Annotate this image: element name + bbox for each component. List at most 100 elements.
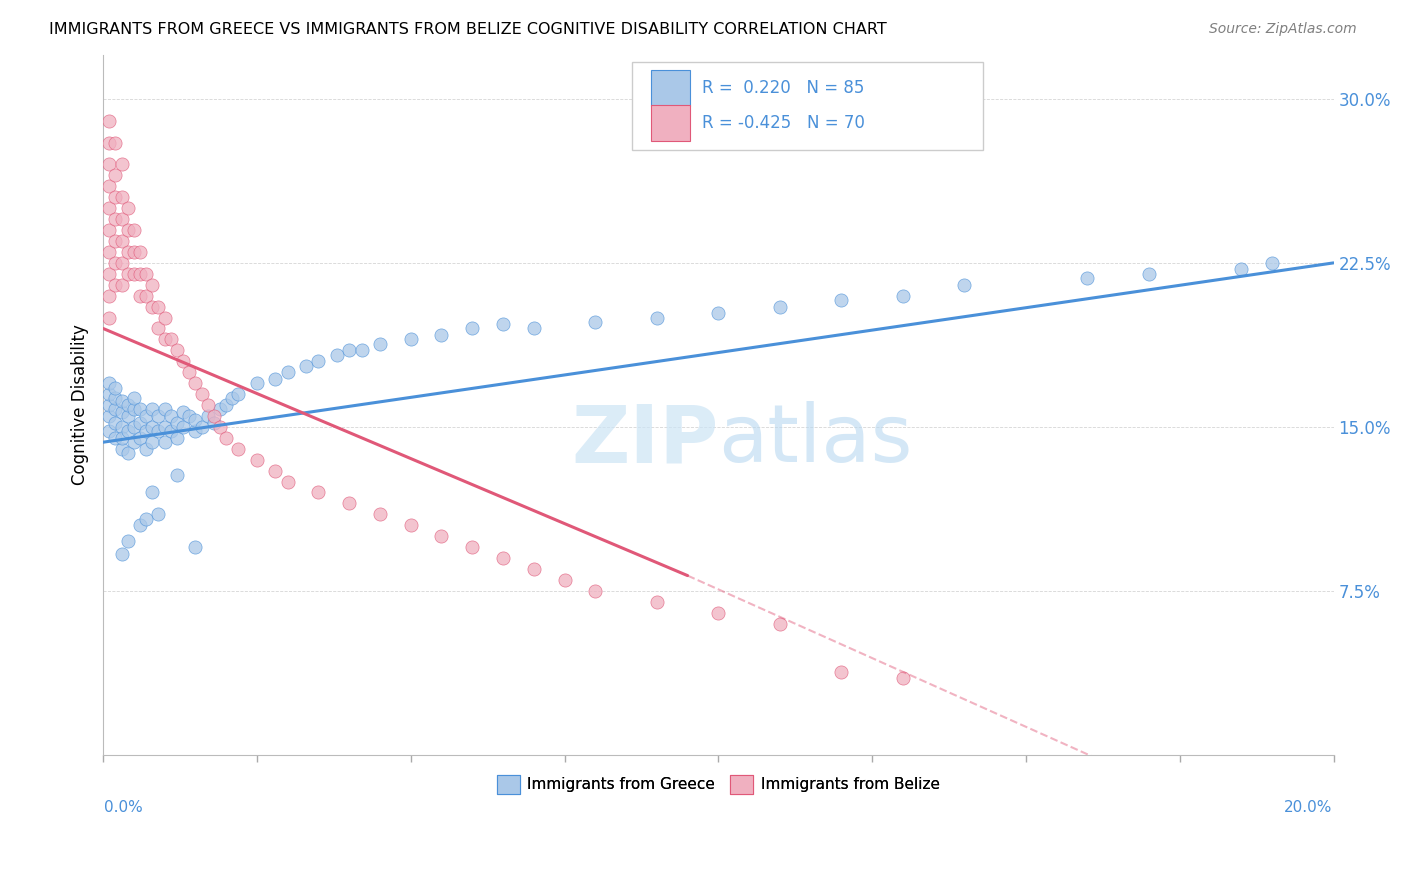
Point: [246, 376, 269, 391]
Point: [399, 518, 422, 533]
Point: [166, 343, 188, 358]
Point: [368, 508, 391, 522]
Point: [246, 452, 269, 467]
Point: [277, 365, 299, 379]
Point: [172, 420, 194, 434]
Point: [166, 431, 188, 445]
Point: [135, 512, 157, 526]
Point: [98, 424, 121, 438]
Point: [98, 387, 121, 401]
Point: [98, 310, 121, 325]
Point: [110, 431, 132, 445]
Point: [215, 398, 238, 412]
Point: [148, 409, 170, 423]
Point: [141, 485, 163, 500]
Point: [110, 212, 132, 227]
Y-axis label: Cognitive Disability: Cognitive Disability: [72, 325, 89, 485]
Point: [523, 562, 546, 576]
Point: [98, 409, 121, 423]
FancyBboxPatch shape: [633, 62, 983, 150]
Point: [129, 244, 152, 259]
Point: [122, 435, 145, 450]
Point: [104, 277, 127, 292]
Point: [104, 380, 127, 394]
Point: [110, 547, 132, 561]
Point: [430, 529, 453, 543]
Point: [277, 475, 299, 489]
FancyBboxPatch shape: [651, 105, 690, 141]
Point: [98, 244, 121, 259]
Point: [98, 136, 121, 150]
Point: [184, 424, 207, 438]
Point: [953, 277, 976, 292]
Point: [110, 256, 132, 270]
Point: [117, 424, 139, 438]
Point: [122, 392, 145, 406]
Point: [1230, 262, 1253, 277]
Point: [129, 518, 152, 533]
Point: [135, 409, 157, 423]
Point: [153, 333, 176, 347]
Point: [215, 431, 238, 445]
Point: [104, 256, 127, 270]
Point: [583, 583, 606, 598]
Point: [98, 288, 121, 302]
Point: [98, 376, 121, 391]
Point: [179, 365, 201, 379]
FancyBboxPatch shape: [651, 70, 690, 106]
Point: [104, 190, 127, 204]
Point: [228, 442, 250, 456]
Point: [830, 665, 852, 679]
Point: [166, 468, 188, 483]
Point: [523, 321, 546, 335]
Point: [110, 420, 132, 434]
Point: [117, 201, 139, 215]
Point: [461, 321, 484, 335]
Text: ZIP: ZIP: [571, 401, 718, 479]
Point: [208, 402, 231, 417]
Point: [98, 267, 121, 281]
Point: [98, 398, 121, 412]
Point: [117, 244, 139, 259]
Point: [104, 416, 127, 430]
Point: [264, 372, 287, 386]
Point: [110, 234, 132, 248]
Point: [122, 267, 145, 281]
Point: [337, 343, 360, 358]
Point: [135, 288, 157, 302]
Point: [122, 402, 145, 417]
Text: IMMIGRANTS FROM GREECE VS IMMIGRANTS FROM BELIZE COGNITIVE DISABILITY CORRELATIO: IMMIGRANTS FROM GREECE VS IMMIGRANTS FRO…: [49, 22, 887, 37]
Point: [399, 333, 422, 347]
Point: [326, 348, 349, 362]
Point: [221, 392, 243, 406]
Point: [104, 169, 127, 183]
Point: [707, 606, 730, 620]
Point: [769, 300, 792, 314]
Point: [141, 435, 163, 450]
Point: [645, 310, 668, 325]
Point: [179, 409, 201, 423]
Point: [135, 267, 157, 281]
Point: [117, 398, 139, 412]
Point: [141, 277, 163, 292]
Point: [197, 409, 219, 423]
Point: [307, 354, 329, 368]
Point: [129, 267, 152, 281]
Point: [264, 464, 287, 478]
Point: [159, 424, 181, 438]
Point: [117, 223, 139, 237]
Point: [104, 212, 127, 227]
Point: [190, 420, 212, 434]
Point: [368, 336, 391, 351]
Point: [153, 420, 176, 434]
Point: [104, 136, 127, 150]
Point: [98, 201, 121, 215]
Point: [141, 402, 163, 417]
Point: [172, 354, 194, 368]
Point: [492, 317, 515, 331]
Point: [148, 424, 170, 438]
Point: [190, 387, 212, 401]
Point: [153, 435, 176, 450]
Point: [148, 300, 170, 314]
Point: [153, 402, 176, 417]
